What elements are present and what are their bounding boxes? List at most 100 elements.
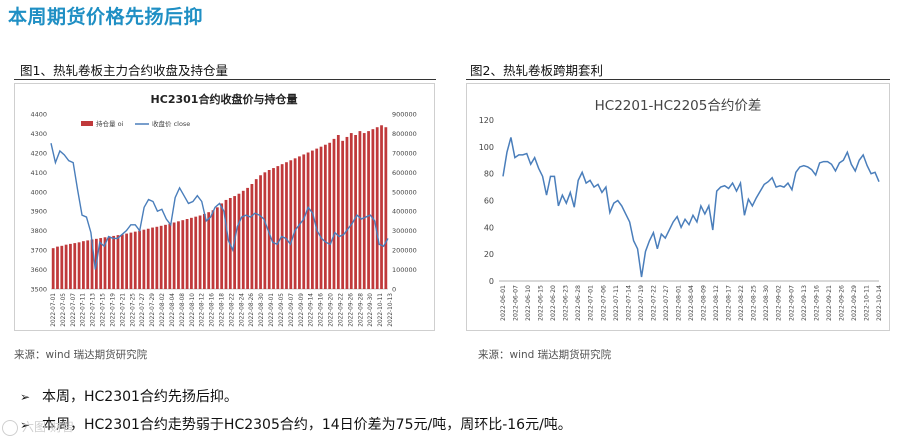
oi-bar bbox=[159, 225, 163, 289]
x-tick-label: 2022-07-21 bbox=[120, 293, 126, 327]
x-tick-label: 2022-07-19 bbox=[638, 285, 645, 321]
oi-bar bbox=[181, 220, 185, 289]
oi-bar bbox=[116, 235, 120, 289]
x-tick-label: 2022-10-14 bbox=[876, 285, 883, 321]
y-left-tick-label: 3600 bbox=[30, 266, 47, 274]
oi-bar bbox=[185, 219, 189, 289]
x-tick-label: 2022-08-12 bbox=[200, 293, 206, 327]
y-tick-label: 80 bbox=[484, 170, 494, 179]
oi-bar bbox=[323, 144, 327, 289]
x-tick-label: 2022-08-22 bbox=[229, 293, 235, 327]
caption-underline-right bbox=[466, 79, 890, 80]
x-tick-label: 2022-06-15 bbox=[538, 285, 545, 321]
oi-bar bbox=[120, 234, 124, 289]
x-tick-label: 2022-09-26 bbox=[348, 293, 354, 327]
oi-bar bbox=[267, 170, 271, 289]
x-tick-label: 2022-09-16 bbox=[813, 285, 820, 321]
x-tick-label: 2022-09-02 bbox=[776, 285, 783, 321]
oi-bar bbox=[250, 184, 254, 289]
x-tick-label: 2022-07-29 bbox=[150, 293, 156, 327]
oi-bar bbox=[220, 203, 224, 289]
x-tick-label: 2022-06-28 bbox=[575, 285, 582, 321]
x-tick-label: 2022-08-30 bbox=[763, 285, 770, 321]
x-tick-label: 2022-10-11 bbox=[863, 285, 870, 321]
oi-bar bbox=[289, 160, 293, 289]
chart-1-title: HC2301合约收盘价与持仓量 bbox=[151, 92, 298, 106]
y-left-tick-label: 4000 bbox=[30, 188, 47, 196]
x-tick-label: 2022-09-22 bbox=[338, 293, 344, 327]
arrow-bullet-icon: ➢ bbox=[20, 390, 31, 404]
x-tick-label: 2022-07-27 bbox=[140, 293, 146, 327]
x-tick-label: 2022-08-25 bbox=[751, 285, 758, 321]
x-tick-label: 2022-09-21 bbox=[826, 285, 833, 321]
y-right-tick-label: 100000 bbox=[392, 266, 417, 274]
oi-bar bbox=[215, 207, 219, 289]
x-tick-label: 2022-09-30 bbox=[368, 293, 374, 327]
oi-bar bbox=[259, 175, 262, 289]
x-tick-label: 2022-07-14 bbox=[625, 285, 632, 321]
caption-underline-left bbox=[14, 79, 436, 80]
x-tick-label: 2022-07-01 bbox=[588, 285, 595, 321]
oi-bar bbox=[151, 227, 154, 289]
oi-bar bbox=[198, 215, 202, 289]
oi-bar bbox=[285, 162, 288, 289]
oi-bar bbox=[276, 166, 280, 289]
oi-bar bbox=[298, 156, 301, 289]
legend-swatch-oi bbox=[81, 121, 93, 126]
watermark: 六图·财智 bbox=[2, 418, 120, 440]
x-tick-label: 2022-06-07 bbox=[513, 285, 520, 321]
oi-bar bbox=[194, 216, 198, 289]
oi-bar bbox=[103, 237, 107, 289]
oi-bar bbox=[77, 242, 81, 289]
y-tick-label: 40 bbox=[484, 223, 494, 232]
bullet-2-text: 本周，HC2301合约走势弱于HC2305合约，14日价差为75元/吨，周环比-… bbox=[42, 417, 572, 433]
x-tick-label: 2022-09-07 bbox=[289, 293, 295, 327]
x-tick-label: 2022-06-23 bbox=[563, 285, 570, 321]
oi-bar bbox=[207, 212, 211, 289]
x-tick-label: 2022-09-13 bbox=[801, 285, 808, 321]
x-tick-label: 2022-09-26 bbox=[838, 285, 845, 321]
x-tick-label: 2022-10-11 bbox=[378, 293, 384, 327]
oi-bar bbox=[138, 230, 141, 289]
x-tick-label: 2022-06-01 bbox=[500, 285, 507, 321]
x-tick-label: 2022-06-10 bbox=[525, 285, 532, 321]
oi-bar bbox=[224, 199, 228, 289]
figure-1-caption: 图1、热轧卷板主力合约收盘及持仓量 bbox=[20, 63, 228, 78]
x-tick-label: 2022-07-05 bbox=[61, 293, 67, 327]
bullet-1: ➢ 本周，HC2301合约先扬后抑。 bbox=[20, 386, 238, 406]
y-left-tick-label: 3700 bbox=[30, 247, 47, 255]
x-tick-label: 2022-10-13 bbox=[388, 293, 394, 327]
oi-bar bbox=[371, 129, 375, 289]
oi-bar bbox=[64, 244, 68, 289]
source-note-right: 来源：wind 瑞达期货研究院 bbox=[478, 349, 612, 361]
oi-bar bbox=[345, 136, 349, 289]
oi-bar bbox=[272, 168, 275, 289]
oi-bar bbox=[146, 228, 150, 289]
oi-bar bbox=[384, 127, 388, 289]
x-tick-label: 2022-09-20 bbox=[329, 293, 335, 327]
x-tick-label: 2022-09-09 bbox=[299, 293, 305, 327]
oi-bar bbox=[246, 187, 249, 289]
oi-bar bbox=[190, 217, 193, 289]
oi-bar bbox=[302, 154, 306, 289]
x-tick-label: 2022-08-10 bbox=[190, 293, 196, 327]
chart-2-frame: HC2201-HC2205合约价差 0 20 40 60 80 100 120 2022-06-… bbox=[466, 83, 890, 331]
oi-bar bbox=[82, 241, 85, 289]
oi-bar bbox=[332, 138, 336, 289]
x-tick-label: 2022-08-30 bbox=[259, 293, 265, 327]
oi-bar bbox=[211, 210, 215, 289]
oi-bar bbox=[73, 243, 77, 289]
y-left-tick-label: 4100 bbox=[30, 169, 47, 177]
x-tick-label: 2022-07-22 bbox=[650, 285, 657, 321]
oi-bar bbox=[306, 152, 310, 289]
y-right-tick-label: 300000 bbox=[392, 227, 417, 235]
x-tick-label: 2022-06-20 bbox=[550, 285, 557, 321]
oi-bar bbox=[203, 213, 206, 289]
x-tick-label: 2022-09-28 bbox=[358, 293, 364, 327]
oi-bar bbox=[56, 246, 59, 289]
x-tick-label: 2022-08-08 bbox=[180, 293, 186, 327]
oi-bar bbox=[254, 179, 258, 289]
y-left-tick-label: 3900 bbox=[30, 208, 47, 216]
x-tick-label: 2022-08-12 bbox=[713, 285, 720, 321]
